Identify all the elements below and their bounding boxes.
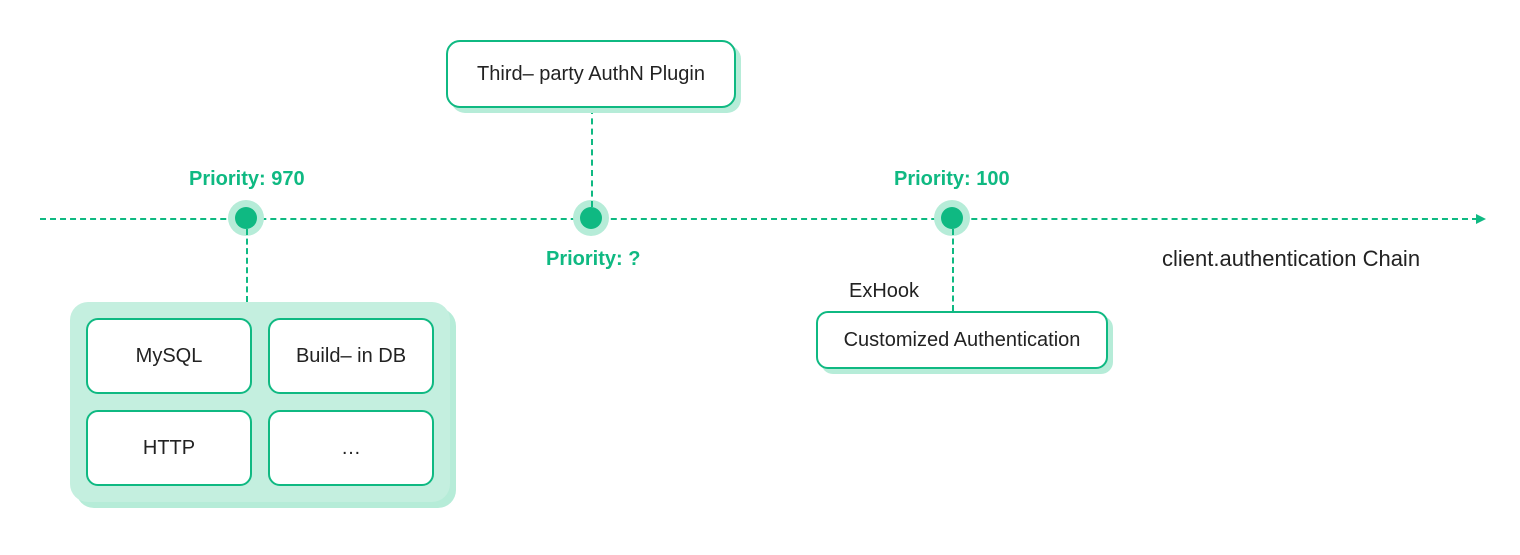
- auth-source-mysql-label: MySQL: [136, 345, 203, 368]
- chain-title: client.authentication Chain: [1162, 246, 1420, 272]
- priority-label-100: Priority: 100: [894, 168, 1010, 191]
- chain-node-3: [941, 207, 963, 229]
- auth-source-http: HTTP: [86, 410, 252, 486]
- chain-node-1: [235, 207, 257, 229]
- auth-source-more: …: [268, 410, 434, 486]
- auth-source-more-label: …: [341, 437, 361, 460]
- chain-axis-arrow: [1476, 214, 1486, 224]
- third-party-box: Third– party AuthN Plugin: [446, 40, 736, 108]
- connector-2: [591, 108, 593, 207]
- third-party-box-label: Third– party AuthN Plugin: [477, 63, 705, 86]
- auth-source-builtin-db-label: Build– in DB: [296, 345, 406, 368]
- connector-1: [246, 229, 248, 302]
- custom-auth-box: Customized Authentication: [816, 311, 1108, 369]
- auth-source-mysql: MySQL: [86, 318, 252, 394]
- priority-label-970: Priority: 970: [189, 168, 305, 191]
- exhook-label: ExHook: [849, 280, 919, 303]
- auth-source-http-label: HTTP: [143, 437, 195, 460]
- auth-source-builtin-db: Build– in DB: [268, 318, 434, 394]
- priority-label-unknown: Priority: ?: [546, 248, 640, 271]
- chain-node-2: [580, 207, 602, 229]
- connector-3: [952, 229, 954, 311]
- auth-sources-panel: MySQL Build– in DB HTTP …: [70, 302, 450, 502]
- custom-auth-box-label: Customized Authentication: [844, 329, 1081, 352]
